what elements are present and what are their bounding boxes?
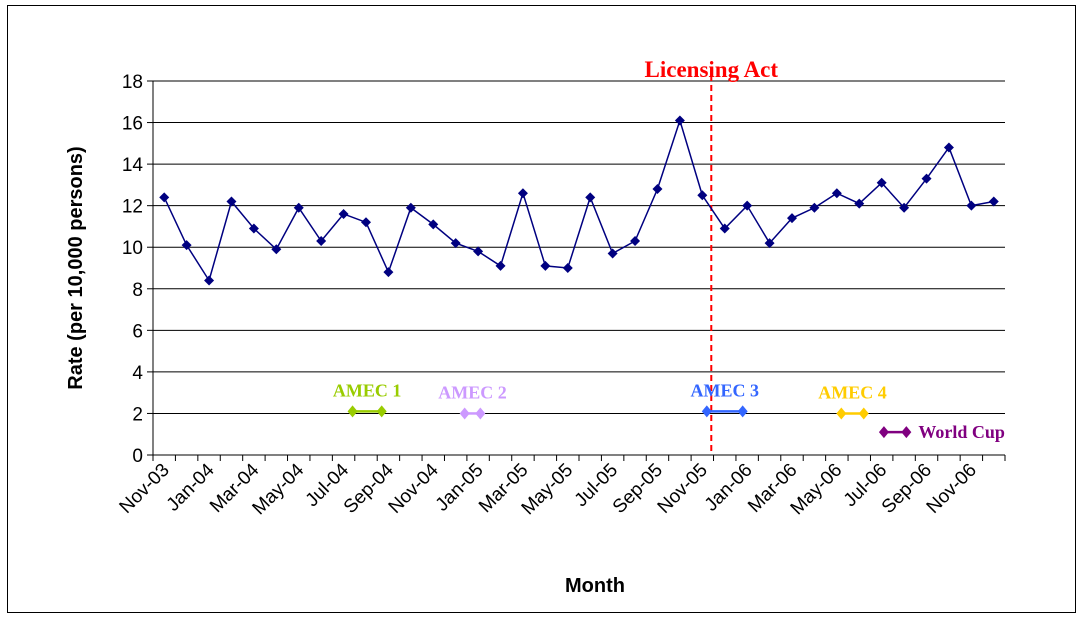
event-label: AMEC 1: [333, 380, 402, 400]
data-point: [831, 188, 842, 199]
data-point: [405, 202, 416, 213]
event-label: World Cup: [918, 422, 1005, 442]
data-point: [854, 198, 865, 209]
x-axis-title: Month: [565, 575, 625, 597]
data-point: [943, 142, 954, 153]
y-tick-label: 18: [122, 72, 143, 93]
data-point: [809, 202, 820, 213]
data-point: [966, 200, 977, 211]
data-point: [226, 196, 237, 207]
event-marker: [459, 407, 470, 420]
data-point: [607, 248, 618, 259]
y-tick-label: 14: [122, 155, 144, 176]
x-tick-label: May-06: [787, 460, 847, 520]
series-line: [163, 117, 994, 283]
data-point: [764, 238, 775, 249]
data-point: [181, 240, 192, 251]
event-marker: [737, 405, 748, 418]
y-tick-label: 16: [122, 114, 143, 135]
event-marker: [878, 426, 889, 439]
y-tick-label: 8: [132, 280, 143, 301]
event-marker: [475, 407, 486, 420]
data-point: [921, 173, 932, 184]
data-point: [383, 267, 394, 278]
data-point: [630, 235, 641, 246]
y-tick-label: 0: [132, 446, 143, 467]
x-tick-label: Nov-06: [923, 460, 981, 518]
data-point: [562, 263, 573, 273]
data-point: [540, 260, 551, 271]
x-tick-label: Nov-05: [654, 460, 712, 518]
event-marker: [858, 407, 869, 420]
x-tick-label: Nov-03: [116, 460, 174, 518]
x-tick-label: May-04: [249, 459, 309, 519]
y-axis-ticks: 0 2 4 6 8 10 12 14 16 18: [122, 72, 153, 467]
event-marker: [836, 407, 847, 420]
axes: [152, 81, 1005, 456]
data-point: [988, 196, 999, 207]
data-point: [271, 244, 282, 255]
gridlines: [153, 80, 1005, 414]
data-point: [338, 208, 349, 219]
x-axis-ticks: Nov-03Jan-04Mar-04May-04Jul-04Sep-04Nov-…: [116, 455, 1006, 520]
data-point: [248, 223, 259, 234]
y-tick-label: 2: [132, 404, 143, 425]
x-tick-label: May-05: [518, 460, 578, 520]
data-point: [428, 219, 439, 230]
data-point: [674, 115, 685, 126]
event-marker: [347, 405, 358, 418]
data-point: [473, 246, 484, 257]
x-tick-label: Sep-06: [878, 460, 936, 518]
event-marker: [901, 426, 912, 439]
event-markers: AMEC 1 AMEC 2 AMEC 3 AMEC 4 World Cup: [333, 380, 1005, 442]
y-tick-label: 4: [132, 363, 143, 384]
data-point: [316, 235, 327, 246]
data-point: [361, 217, 371, 228]
event-label: AMEC 2: [438, 382, 507, 402]
data-point: [585, 192, 596, 203]
data-point: [719, 223, 730, 234]
data-point: [697, 190, 708, 201]
event-marker: [701, 405, 712, 418]
data-point: [742, 200, 753, 211]
data-point: [495, 260, 506, 271]
data-point: [450, 238, 461, 249]
event-label: AMEC 4: [818, 382, 887, 402]
y-tick-label: 12: [122, 197, 143, 218]
data-point: [204, 275, 215, 286]
event-label: AMEC 3: [690, 380, 759, 400]
x-tick-label: Sep-05: [609, 460, 667, 518]
y-tick-label: 6: [132, 321, 143, 342]
data-series: [159, 115, 999, 286]
data-point: [293, 202, 304, 213]
data-point: [517, 188, 528, 199]
x-tick-label: Nov-04: [385, 459, 443, 517]
chart-frame: [7, 5, 1076, 613]
data-point: [876, 177, 887, 188]
y-tick-label: 10: [122, 238, 143, 259]
data-point: [159, 192, 170, 203]
event-marker: [376, 405, 387, 418]
data-point: [787, 213, 797, 224]
licensing-act-label: Licensing Act: [645, 57, 779, 82]
data-point: [899, 202, 910, 213]
y-axis-title: Rate (per 10,000 persons): [65, 146, 87, 389]
data-point: [652, 184, 663, 195]
licensing-act-marker: Licensing Act: [645, 57, 779, 455]
